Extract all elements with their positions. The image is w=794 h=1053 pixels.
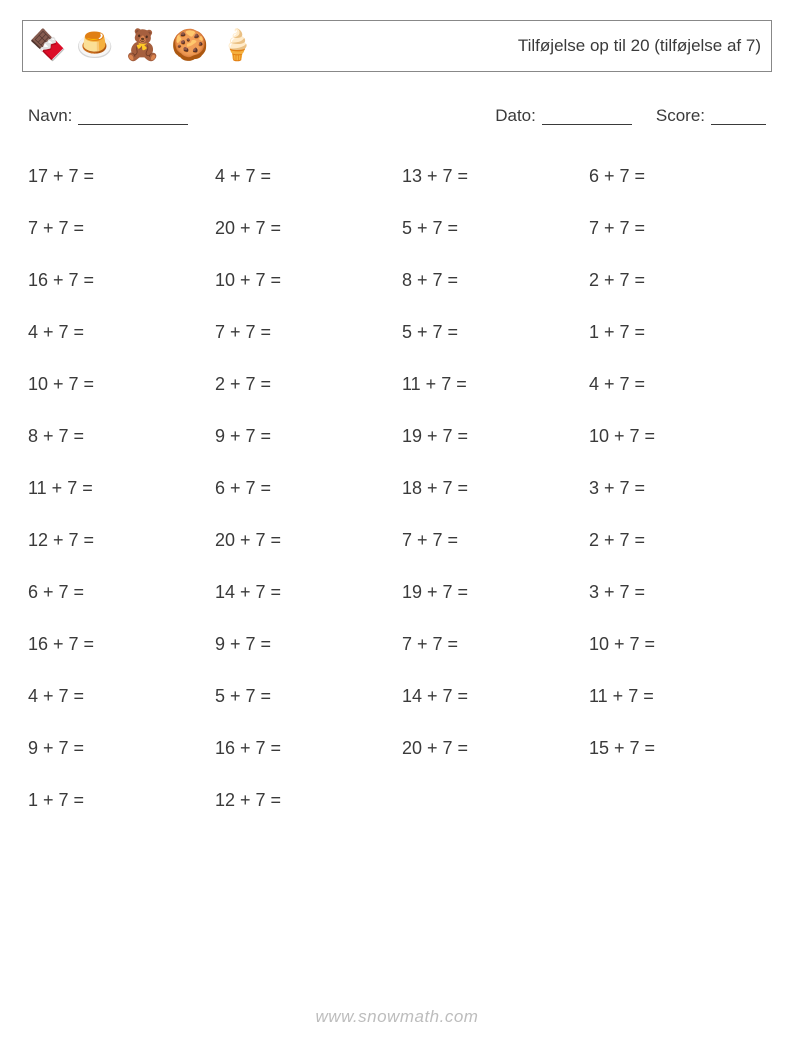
problem-cell: 17 + 7 = (28, 166, 205, 187)
problem-cell: 20 + 7 = (402, 738, 579, 759)
score-blank[interactable] (711, 106, 766, 125)
problem-cell: 10 + 7 = (28, 374, 205, 395)
problem-cell: 14 + 7 = (215, 582, 392, 603)
name-blank[interactable] (78, 106, 188, 125)
problem-cell: 16 + 7 = (215, 738, 392, 759)
ice-cream-icon: 🍦 (218, 31, 255, 61)
problem-cell: 7 + 7 = (589, 218, 766, 239)
problem-cell: 13 + 7 = (402, 166, 579, 187)
problem-cell: 3 + 7 = (589, 478, 766, 499)
problem-cell: 16 + 7 = (28, 634, 205, 655)
problem-cell: 12 + 7 = (28, 530, 205, 551)
problem-cell: 1 + 7 = (28, 790, 205, 811)
problem-cell: 11 + 7 = (28, 478, 205, 499)
cookie-icon: 🍪 (171, 31, 208, 61)
problem-cell: 20 + 7 = (215, 218, 392, 239)
problem-cell: 15 + 7 = (589, 738, 766, 759)
problems-grid: 17 + 7 = 4 + 7 = 13 + 7 = 6 + 7 = 7 + 7 = 20 … (22, 166, 772, 811)
problem-cell: 5 + 7 = (402, 322, 579, 343)
problem-cell: 10 + 7 = (589, 426, 766, 447)
problem-cell: 14 + 7 = (402, 686, 579, 707)
score-label: Score: (656, 106, 705, 126)
date-label: Dato: (495, 106, 536, 126)
problem-cell: 9 + 7 = (28, 738, 205, 759)
problem-cell: 10 + 7 = (215, 270, 392, 291)
problem-cell: 4 + 7 = (215, 166, 392, 187)
problem-cell: 19 + 7 = (402, 582, 579, 603)
problem-cell: 11 + 7 = (589, 686, 766, 707)
problem-cell: 19 + 7 = (402, 426, 579, 447)
problem-cell: 4 + 7 = (589, 374, 766, 395)
problem-cell: 9 + 7 = (215, 426, 392, 447)
chocolate-icon: 🍫 (29, 31, 66, 61)
problem-cell: 7 + 7 = (402, 634, 579, 655)
problem-cell: 12 + 7 = (215, 790, 392, 811)
problem-cell: 4 + 7 = (28, 322, 205, 343)
problem-cell: 2 + 7 = (215, 374, 392, 395)
footer-url: www.snowmath.com (0, 1007, 794, 1027)
problem-cell: 6 + 7 = (28, 582, 205, 603)
problem-cell: 18 + 7 = (402, 478, 579, 499)
date-blank[interactable] (542, 106, 632, 125)
problem-cell: 5 + 7 = (215, 686, 392, 707)
teddy-bear-icon: 🧸 (124, 31, 161, 61)
problem-cell: 11 + 7 = (402, 374, 579, 395)
header-box: 🍫 🍮 🧸 🍪 🍦 Tilføjelse op til 20 (tilføjel… (22, 20, 772, 72)
problem-cell: 6 + 7 = (215, 478, 392, 499)
problem-cell: 8 + 7 = (402, 270, 579, 291)
info-row: Navn: Dato: Score: (22, 106, 772, 126)
problem-cell: 20 + 7 = (215, 530, 392, 551)
problem-cell: 9 + 7 = (215, 634, 392, 655)
problem-cell: 7 + 7 = (402, 530, 579, 551)
problem-cell: 2 + 7 = (589, 530, 766, 551)
problem-cell: 10 + 7 = (589, 634, 766, 655)
problem-cell: 2 + 7 = (589, 270, 766, 291)
problem-cell: 5 + 7 = (402, 218, 579, 239)
problem-cell: 7 + 7 = (28, 218, 205, 239)
worksheet-title: Tilføjelse op til 20 (tilføjelse af 7) (518, 36, 761, 56)
header-icons: 🍫 🍮 🧸 🍪 🍦 (29, 31, 256, 61)
problem-cell: 4 + 7 = (28, 686, 205, 707)
problem-cell: 6 + 7 = (589, 166, 766, 187)
pudding-icon: 🍮 (76, 31, 113, 61)
problem-cell: 7 + 7 = (215, 322, 392, 343)
problem-cell: 1 + 7 = (589, 322, 766, 343)
name-label: Navn: (28, 106, 72, 126)
problem-cell: 16 + 7 = (28, 270, 205, 291)
problem-cell: 3 + 7 = (589, 582, 766, 603)
problem-cell: 8 + 7 = (28, 426, 205, 447)
